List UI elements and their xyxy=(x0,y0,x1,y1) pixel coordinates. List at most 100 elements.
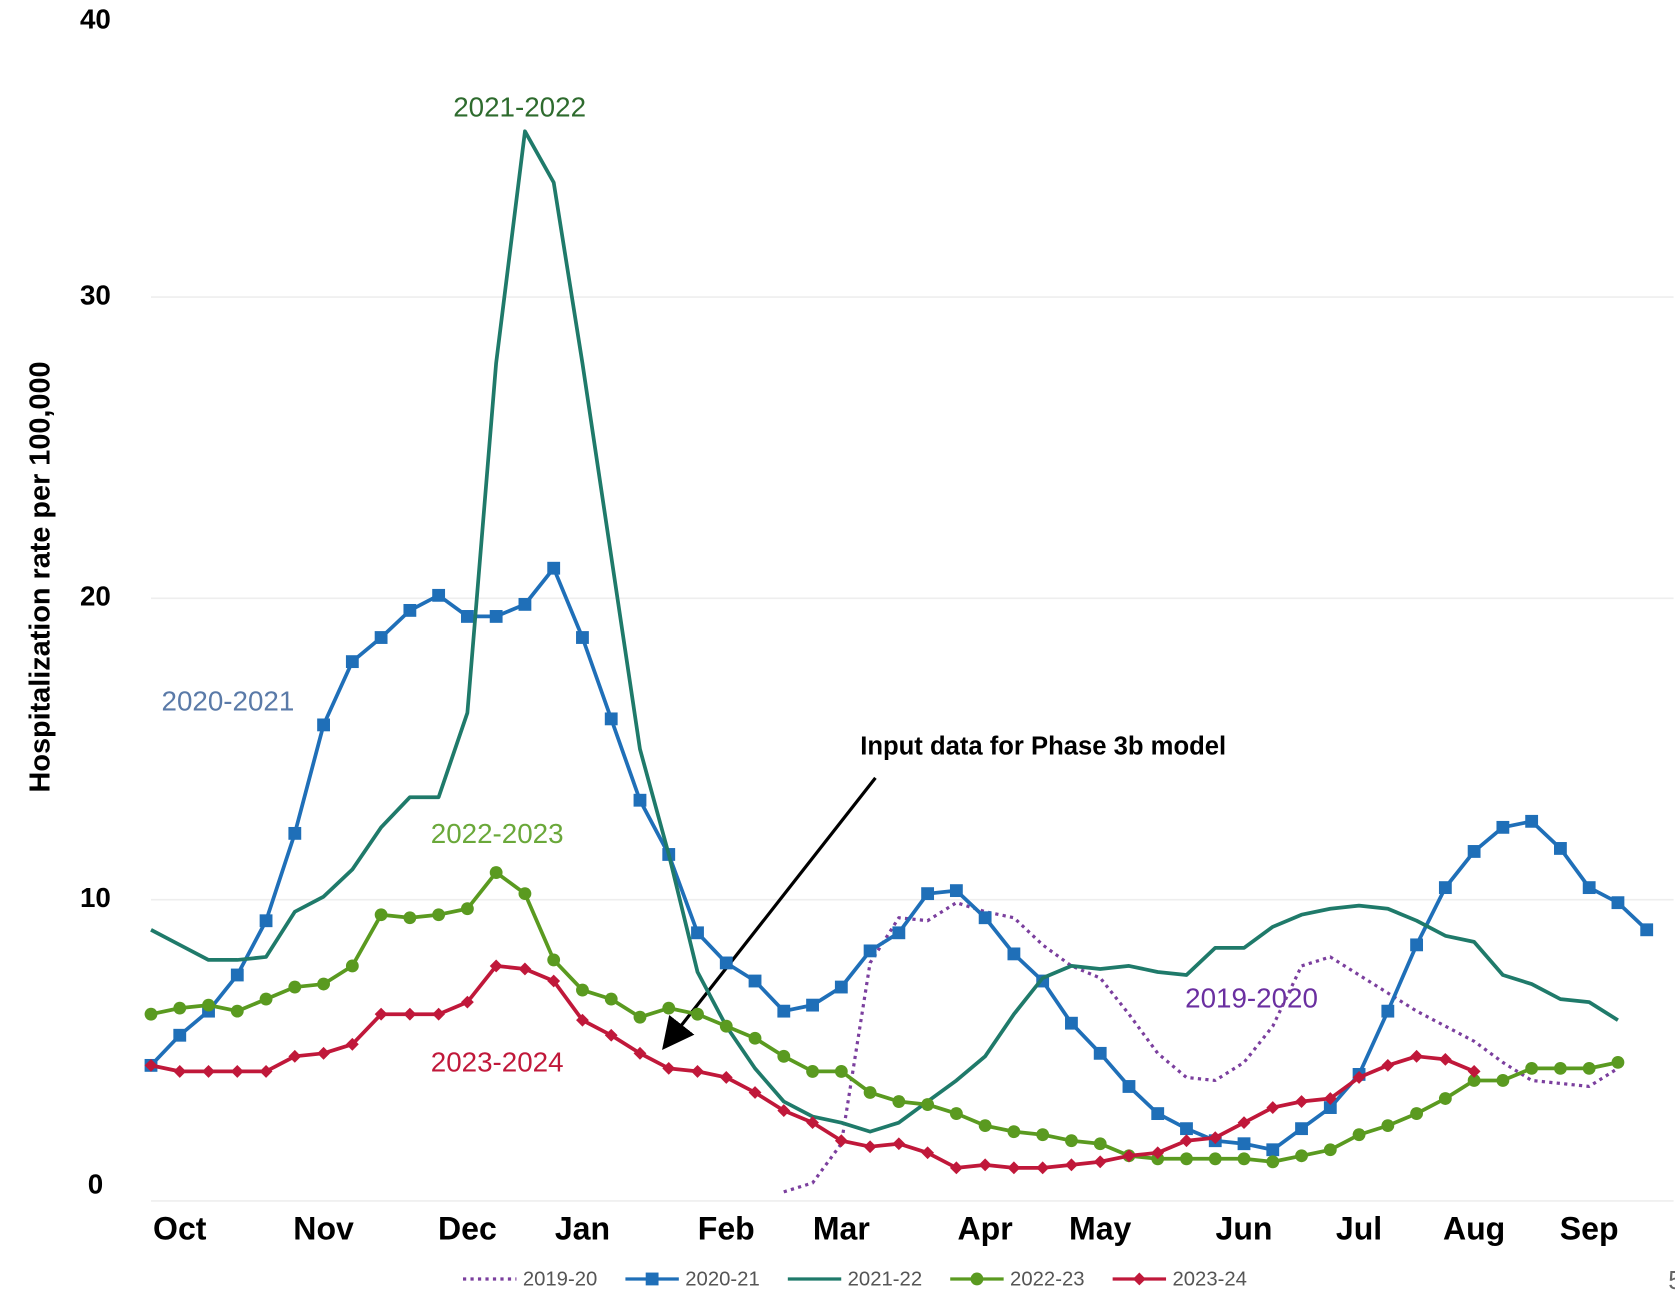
note-arrow xyxy=(662,776,877,1051)
y-tick-label: 30 xyxy=(80,279,111,310)
data-point xyxy=(949,1161,963,1175)
data-point xyxy=(748,1031,762,1045)
data-point xyxy=(317,1046,330,1060)
data-point xyxy=(144,1058,158,1072)
data-point xyxy=(1323,1101,1337,1114)
data-point xyxy=(1132,1272,1146,1286)
data-point xyxy=(259,992,273,1006)
data-point xyxy=(230,1004,244,1018)
data-point xyxy=(1295,1122,1308,1136)
data-point xyxy=(1496,1074,1510,1087)
data-point xyxy=(547,953,561,967)
data-point xyxy=(719,956,733,970)
data-point xyxy=(604,712,618,726)
data-point xyxy=(460,995,474,1009)
y-tick-label: 40 xyxy=(80,4,111,35)
data-point xyxy=(1065,1134,1078,1148)
legend-label: 2020-21 xyxy=(685,1268,760,1290)
data-point xyxy=(1496,820,1510,834)
data-point xyxy=(604,992,618,1006)
x-tick-label: May xyxy=(1069,1210,1132,1246)
data-point xyxy=(1611,896,1625,910)
data-point xyxy=(374,631,388,644)
data-point xyxy=(1093,1137,1107,1151)
data-point xyxy=(1180,1152,1193,1166)
data-point xyxy=(432,908,446,922)
x-tick-label: Mar xyxy=(813,1210,870,1246)
data-point xyxy=(1065,1016,1078,1030)
data-point xyxy=(892,1137,906,1151)
data-point xyxy=(1381,1004,1395,1018)
data-point xyxy=(1554,842,1567,855)
x-tick-label: Jan xyxy=(555,1210,610,1246)
data-point xyxy=(970,1272,984,1286)
series-annotation: 2023-2024 xyxy=(431,1047,564,1078)
data-point xyxy=(1410,1049,1424,1063)
data-point xyxy=(173,1001,187,1015)
data-point xyxy=(662,1001,676,1015)
data-point xyxy=(1266,1143,1280,1157)
data-point xyxy=(1036,1161,1050,1175)
data-point xyxy=(633,1010,647,1024)
data-point xyxy=(173,1064,187,1078)
data-point xyxy=(691,1007,704,1021)
data-point xyxy=(345,655,359,669)
data-point xyxy=(1525,814,1539,828)
y-tick-label: 0 xyxy=(88,1168,103,1199)
note-annotation: Input data for Phase 3b model xyxy=(860,733,1226,761)
data-point xyxy=(576,983,589,997)
data-point xyxy=(518,597,532,611)
data-point xyxy=(460,610,474,623)
data-point xyxy=(777,1049,791,1063)
data-point xyxy=(1007,1161,1021,1175)
data-point xyxy=(374,1007,388,1021)
data-point xyxy=(317,718,330,732)
data-point xyxy=(662,1061,676,1075)
series-annotation: 2019-2020 xyxy=(1185,982,1318,1013)
data-point xyxy=(691,1064,704,1078)
data-point xyxy=(345,959,359,973)
data-point xyxy=(834,980,848,994)
data-point xyxy=(691,926,704,940)
x-tick-label: Apr xyxy=(958,1210,1013,1246)
data-point xyxy=(576,631,589,644)
data-point xyxy=(1007,947,1021,961)
data-point xyxy=(1467,1074,1481,1087)
data-point xyxy=(432,588,446,602)
x-tick-label: Jul xyxy=(1336,1210,1382,1246)
data-point xyxy=(1122,1149,1136,1163)
data-point xyxy=(892,926,906,940)
data-point xyxy=(633,1046,647,1060)
data-point xyxy=(1381,1058,1395,1072)
data-point xyxy=(806,1064,819,1078)
data-point xyxy=(144,1007,158,1021)
data-point xyxy=(777,1004,791,1018)
data-point xyxy=(1266,1155,1280,1169)
data-point xyxy=(202,1064,215,1078)
data-point xyxy=(921,1098,935,1111)
data-point xyxy=(403,603,417,617)
data-point xyxy=(806,1116,819,1130)
data-point xyxy=(1611,1055,1625,1069)
series-line xyxy=(149,566,1648,1152)
x-tick-label: Feb xyxy=(698,1210,755,1246)
data-point xyxy=(1065,1158,1078,1172)
data-point xyxy=(1438,1052,1452,1066)
series-line xyxy=(783,901,1619,1194)
data-point xyxy=(1410,938,1424,952)
data-point xyxy=(1582,1061,1596,1075)
data-point xyxy=(949,1107,963,1121)
data-point xyxy=(1093,1155,1107,1169)
data-point xyxy=(949,884,963,898)
y-tick-label: 20 xyxy=(80,581,111,612)
data-point xyxy=(317,977,330,991)
data-point xyxy=(806,998,819,1012)
data-point xyxy=(1582,881,1596,895)
data-point xyxy=(547,561,561,575)
data-point xyxy=(230,1064,244,1078)
data-point xyxy=(1323,1092,1337,1105)
data-point xyxy=(863,1086,877,1099)
data-point xyxy=(719,1019,733,1033)
x-tick-label: Nov xyxy=(293,1210,354,1246)
